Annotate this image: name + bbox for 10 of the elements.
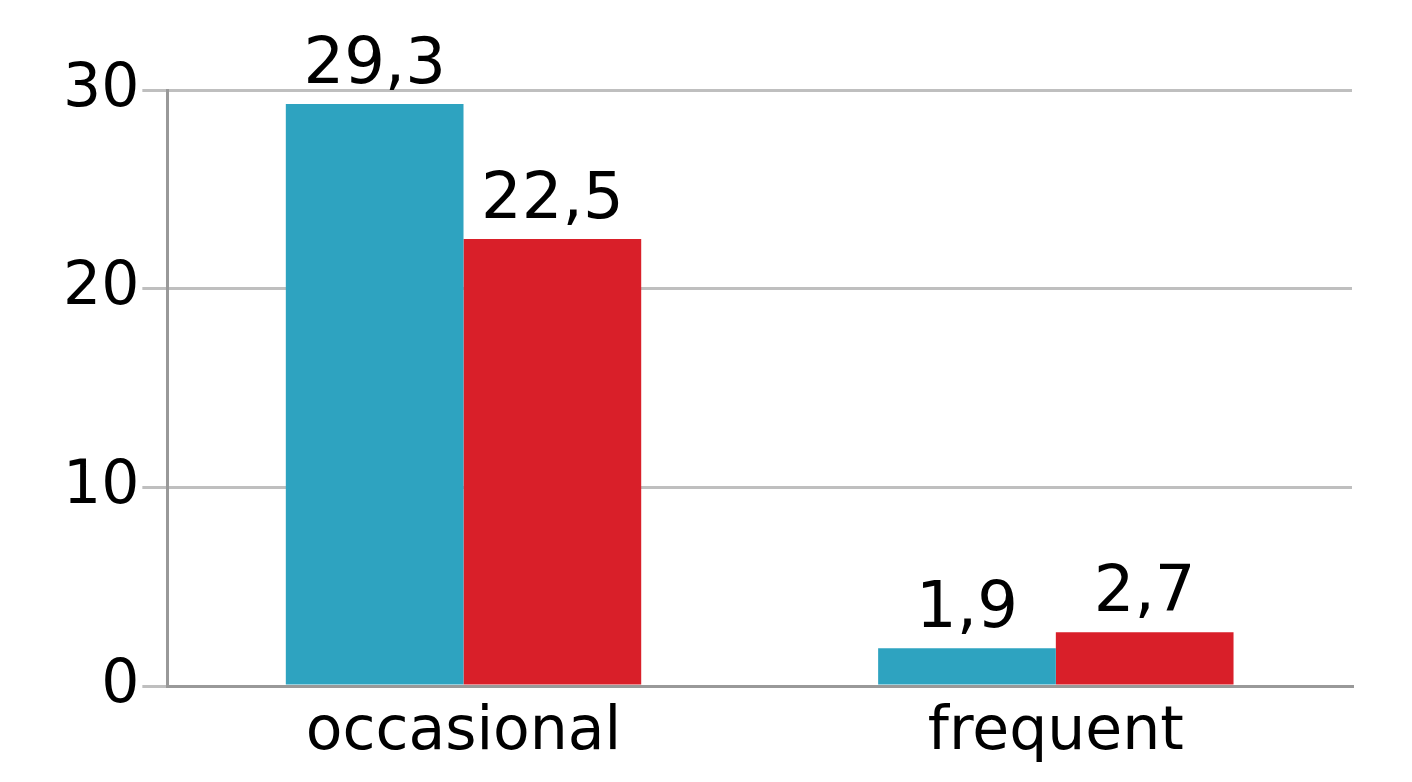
data-label: 1,9 (916, 567, 1018, 642)
y-tick-label: 0 (101, 645, 140, 716)
x-tick-label: occasional (305, 692, 622, 763)
data-label: 22,5 (481, 158, 624, 233)
data-label: 29,3 (303, 23, 446, 98)
y-tick-label: 20 (62, 248, 140, 319)
data-label: 2,7 (1093, 551, 1196, 626)
x-tick-label: frequent (927, 692, 1184, 763)
y-tick-label: 30 (62, 49, 140, 120)
y-tick-label: 10 (62, 446, 140, 517)
